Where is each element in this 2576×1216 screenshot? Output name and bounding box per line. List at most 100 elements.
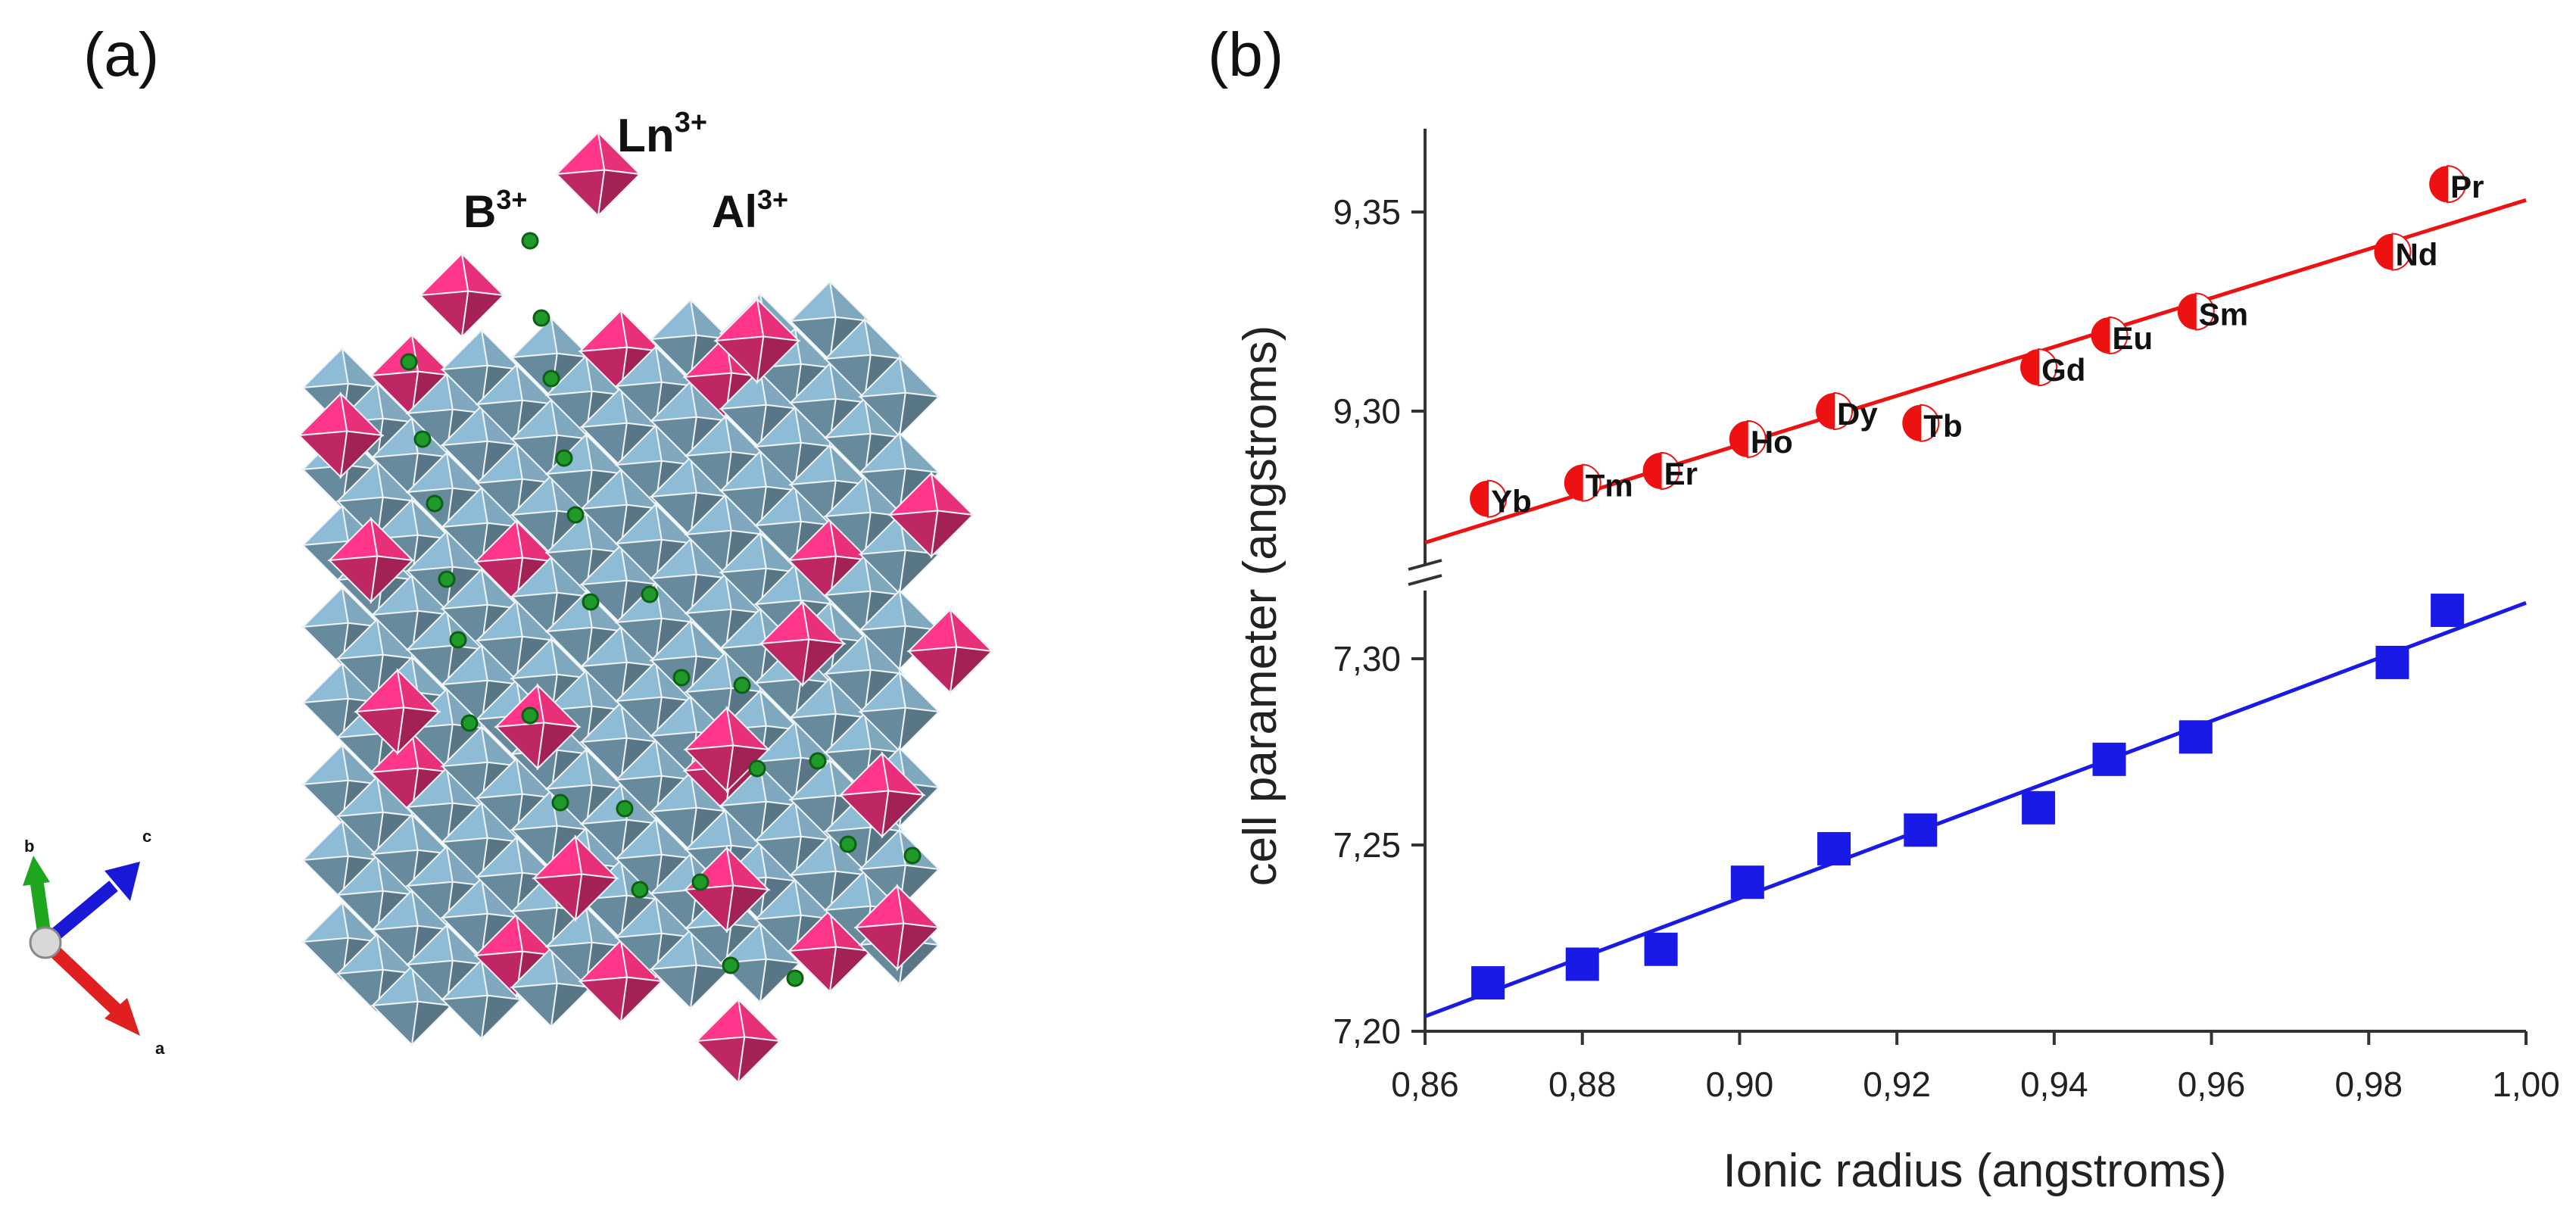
- boron-atom: [722, 956, 740, 974]
- data-point-square: [2375, 645, 2409, 679]
- panel-b: (b) 0,86 0,88 0,90 0,92 0,94 0,96 0,98 1,00 9,3…: [1208, 20, 2560, 1197]
- x-tick-label: 0,94: [2020, 1065, 2088, 1104]
- boron-atom: [839, 835, 857, 853]
- y-tick-label: 9,35: [1333, 192, 1401, 232]
- data-point-half-circle-open: [1581, 463, 1601, 502]
- panel-a: (a) Ln3+ B3+ Al3+ b c a: [23, 20, 994, 1085]
- point-label-pr: Pr: [2450, 169, 2484, 204]
- al-label: Al3+: [712, 184, 788, 237]
- al-polyhedron: [649, 298, 732, 381]
- axis-a-arrow: [40, 937, 123, 1016]
- boron-atom: [733, 676, 751, 694]
- boron-atom: [532, 309, 550, 327]
- point-label-eu: Eu: [2113, 320, 2153, 356]
- boron-atom: [400, 353, 418, 371]
- data-point-half-circle-open: [2391, 232, 2412, 271]
- al-polyhedron: [544, 354, 628, 437]
- point-label-dy: Dy: [1837, 396, 1878, 432]
- boron-atom: [631, 881, 649, 899]
- axis-a-label: a: [155, 1039, 165, 1058]
- boron-atom: [672, 669, 691, 687]
- data-point-half-circle: [2177, 293, 2196, 330]
- axis-break-mark-1: [1408, 559, 1442, 571]
- data-point-square: [2431, 594, 2465, 628]
- data-point-half-circle: [1470, 480, 1489, 517]
- data-point-half-circle-open: [1487, 479, 1508, 518]
- x-tick-label: 1,00: [2492, 1065, 2560, 1104]
- x-tick-label: 0,88: [1548, 1065, 1617, 1104]
- point-label-gd: Gd: [2041, 352, 2085, 388]
- al-polyhedron: [858, 588, 941, 672]
- ln-polyhedron: [354, 668, 441, 756]
- al-polyhedron: [858, 670, 941, 753]
- point-label-ho: Ho: [1751, 424, 1793, 460]
- al-polyhedron: [858, 355, 941, 438]
- chart-series: Yb Tm Er Ho Dy Tb Gd Eu Sm Nd Pr: [1424, 165, 2527, 1018]
- x-tick-label: 0,86: [1391, 1065, 1459, 1104]
- data-point-half-circle-open: [2194, 292, 2215, 331]
- data-point-half-circle-open: [1833, 391, 1853, 431]
- data-point-half-circle: [1564, 464, 1583, 501]
- chart-plot-area: 0,86 0,88 0,90 0,92 0,94 0,96 0,98 1,00 9,309,3…: [1333, 129, 2560, 1104]
- ln-polyhedron: [683, 846, 771, 934]
- boron-atom: [616, 800, 634, 818]
- boron-atom: [521, 232, 539, 250]
- boron-atom: [809, 752, 827, 770]
- panel-b-label: (b): [1208, 20, 1283, 89]
- data-point-square: [2178, 720, 2213, 754]
- ln-polyhedron: [853, 884, 941, 971]
- data-point-square: [1471, 966, 1505, 1000]
- data-point-square: [2092, 742, 2126, 776]
- panel-a-label: (a): [83, 20, 159, 89]
- x-tick-label: 0,96: [2178, 1065, 2246, 1104]
- data-point-square: [1730, 865, 1764, 900]
- axes-origin: [29, 926, 62, 959]
- data-point-square: [1644, 932, 1678, 966]
- b-label: B3+: [463, 184, 527, 237]
- boron-atom: [521, 706, 539, 725]
- data-point-half-circle: [1729, 420, 1748, 457]
- data-point-half-circle: [1642, 452, 1661, 489]
- axes-indicator: b c a: [23, 827, 165, 1058]
- x-tick-label: 0,98: [2335, 1065, 2403, 1104]
- data-point-half-circle: [2020, 349, 2039, 386]
- data-point-half-circle-open: [1746, 419, 1767, 458]
- axis-c-arrowhead: [104, 862, 140, 901]
- point-label-yb: Yb: [1491, 484, 1532, 519]
- axis-b-label: b: [24, 837, 34, 856]
- data-point-half-circle-open: [1660, 451, 1680, 490]
- data-point-square: [1904, 813, 1938, 847]
- ln-polyhedron: [532, 834, 619, 922]
- y-tick-label: 7,25: [1333, 825, 1401, 865]
- x-axis-label: Ionic radius (angstroms): [1723, 1145, 2226, 1197]
- lower-fit-line: [1424, 600, 2527, 1018]
- axis-c-label: c: [142, 827, 151, 846]
- boron-atom: [551, 794, 569, 812]
- boron-atom: [542, 369, 560, 388]
- data-point-half-circle: [1902, 404, 1921, 441]
- data-point-half-circle-open: [1920, 404, 1940, 442]
- data-point-half-circle: [2091, 317, 2110, 354]
- ln-polyhedron: [494, 683, 582, 771]
- point-label-er: Er: [1664, 456, 1698, 491]
- ln-polyhedron: [297, 391, 385, 479]
- data-point-square: [1565, 947, 1599, 981]
- ln-polyhedron: [906, 607, 994, 695]
- crystal-structure-image: [297, 130, 994, 1085]
- ln-polyhedron: [694, 997, 782, 1085]
- point-label-tm: Tm: [1586, 468, 1633, 504]
- boron-atom: [786, 969, 804, 987]
- data-point-square: [1817, 831, 1851, 865]
- ln-polyhedron: [683, 706, 771, 794]
- ln-polyhedron: [713, 297, 801, 385]
- x-tick-label: 0,92: [1863, 1065, 1931, 1104]
- x-ticks: 0,86 0,88 0,90 0,92 0,94 0,96 0,98 1,00: [1391, 1031, 2560, 1104]
- data-point-half-circle: [2374, 233, 2393, 270]
- axis-break-mark-2: [1408, 574, 1442, 586]
- ln-polyhedron: [554, 130, 642, 218]
- y-axis-label: cell parameter (angstroms): [1234, 326, 1286, 887]
- al-polyhedron: [440, 958, 523, 1041]
- ln-polyhedron: [759, 600, 847, 688]
- y-tick-label: 7,30: [1333, 639, 1401, 678]
